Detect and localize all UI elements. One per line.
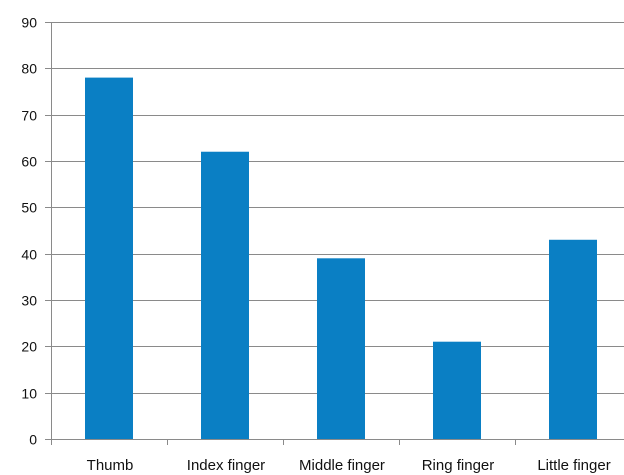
bars (85, 77, 597, 439)
y-tick-label: 20 (21, 339, 37, 355)
bar (85, 77, 133, 439)
y-tick-label: 60 (21, 154, 37, 170)
x-tick-label: Little finger (537, 457, 610, 474)
x-tick-labels: Thumb Index finger Middle finger Ring finge… (87, 457, 611, 474)
y-tick-label: 10 (21, 386, 37, 402)
axes (45, 22, 624, 445)
gridlines (51, 22, 624, 394)
y-tick-label: 50 (21, 200, 37, 216)
bar (317, 258, 365, 439)
y-tick-label: 90 (21, 15, 37, 31)
x-tick-label: Thumb (87, 457, 134, 474)
bar (201, 151, 249, 439)
x-tick-label: Ring finger (422, 457, 495, 474)
y-tick-labels: 0 10 20 30 40 50 60 70 80 90 (21, 15, 37, 448)
y-tick-label: 40 (21, 247, 37, 263)
y-tick-label: 80 (21, 61, 37, 77)
y-tick-label: 30 (21, 293, 37, 309)
bar (433, 341, 481, 439)
y-tick-label: 0 (29, 432, 37, 448)
x-tick-label: Index finger (187, 457, 265, 474)
x-tick-label: Middle finger (299, 457, 385, 474)
bar (549, 239, 597, 439)
y-tick-label: 70 (21, 108, 37, 124)
